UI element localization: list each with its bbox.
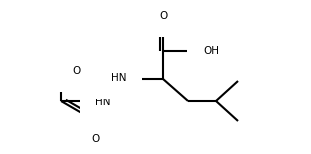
Text: O: O	[91, 134, 99, 144]
Text: HN: HN	[95, 97, 111, 107]
Text: O: O	[73, 66, 81, 76]
Text: HN: HN	[110, 73, 126, 83]
Text: OH: OH	[203, 46, 219, 56]
Text: O: O	[159, 11, 167, 21]
Text: N: N	[63, 65, 71, 75]
